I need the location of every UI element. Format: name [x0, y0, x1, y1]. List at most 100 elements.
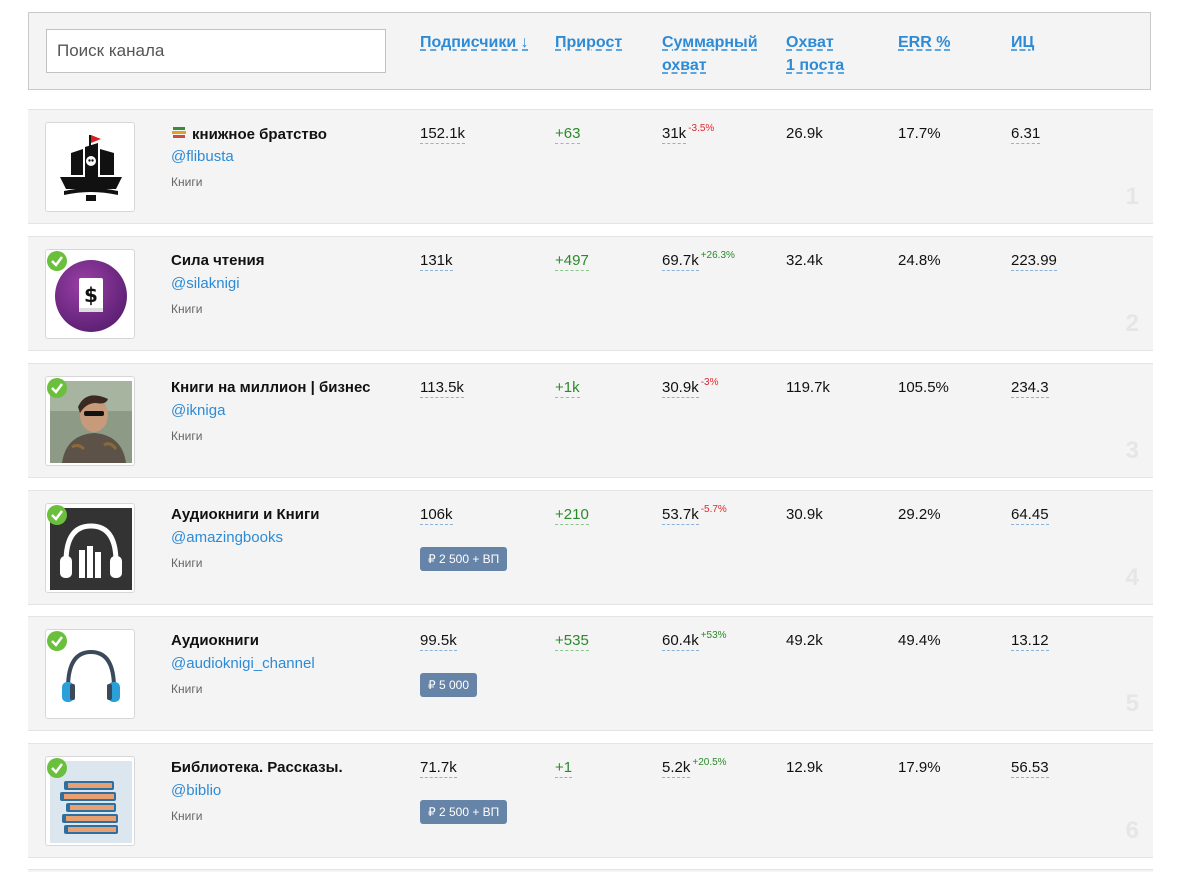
channel-title[interactable]: Аудиокниги [171, 632, 259, 649]
channel-category: Книги [171, 809, 203, 823]
search-input[interactable] [46, 29, 386, 73]
sort-ic[interactable]: ИЦ [1011, 34, 1035, 51]
growth-value[interactable]: +1 [555, 759, 573, 778]
post-reach-value: 26.9k [786, 125, 823, 142]
verified-check-icon [47, 758, 67, 778]
person-photo-icon [50, 381, 132, 463]
growth-value[interactable]: +1k [555, 379, 580, 398]
table-row[interactable]: Аудиокниги и Книги @amazingbooks Книги 1… [28, 490, 1153, 605]
channel-handle[interactable]: @flibusta [171, 148, 234, 165]
growth-value[interactable]: +210 [555, 506, 589, 525]
reach-value[interactable]: 30.9k [662, 379, 699, 398]
growth-value[interactable]: +63 [555, 125, 581, 144]
sort-subscribers[interactable]: Подписчики ↓ [420, 34, 529, 51]
reach-change: +53% [700, 630, 727, 641]
reach-value[interactable]: 60.4k [662, 632, 699, 651]
table-row[interactable]: книжное братство @flibusta Книги 152.1k … [28, 109, 1153, 224]
ic-value[interactable]: 13.12 [1011, 632, 1049, 651]
channel-handle[interactable]: @silaknigi [171, 275, 240, 292]
post-reach-value: 49.2k [786, 632, 823, 649]
reach-cell: 60.4k +53% [662, 630, 727, 651]
subscribers-value[interactable]: 71.7k [420, 759, 457, 778]
sort-total-reach[interactable]: Суммарный охват [662, 31, 758, 77]
headphones-icon [62, 649, 120, 702]
channel-title[interactable]: Библиотека. Рассказы. [171, 759, 343, 776]
subscribers-value[interactable]: 131k [420, 252, 453, 271]
channel-title-text: книжное братство [192, 126, 327, 143]
table-row[interactable]: Аудиокниги @audioknigi_channel Книги 99.… [28, 616, 1153, 731]
channel-avatar[interactable] [45, 122, 135, 212]
verified-check-icon [47, 378, 67, 398]
channel-title[interactable]: книжное братство [171, 125, 327, 143]
growth-value[interactable]: +535 [555, 632, 589, 651]
post-reach-value: 32.4k [786, 252, 823, 269]
ad-price-badge[interactable]: ₽ 2 500 + ВП [420, 547, 508, 571]
channel-category: Книги [171, 302, 203, 316]
subscribers-value[interactable]: 99.5k [420, 632, 457, 651]
channel-avatar[interactable]: $ [45, 249, 135, 339]
ad-price-badge[interactable]: ₽ 2 500 + ВП [420, 800, 508, 824]
reach-change: +26.3% [700, 250, 735, 261]
rank-number: 2 [1125, 310, 1139, 337]
ic-value[interactable]: 6.31 [1011, 125, 1041, 144]
rank-number: 3 [1125, 437, 1139, 464]
ic-value[interactable]: 56.53 [1011, 759, 1049, 778]
err-value: 105.5% [898, 379, 949, 396]
post-reach-value: 12.9k [786, 759, 823, 776]
ic-value[interactable]: 223.99 [1011, 252, 1057, 271]
growth-value[interactable]: +497 [555, 252, 589, 271]
ic-value[interactable]: 234.3 [1011, 379, 1049, 398]
sort-err[interactable]: ERR % [898, 34, 951, 51]
table-row[interactable]: Книги на миллион | бизнес @ikniga Книги … [28, 363, 1153, 478]
reach-change: -5.7% [700, 504, 727, 515]
channel-handle[interactable]: @audioknigi_channel [171, 655, 315, 672]
reach-cell: 31k -3.5% [662, 123, 715, 144]
ic-value[interactable]: 64.45 [1011, 506, 1049, 525]
reach-cell: 5.2k +20.5% [662, 757, 727, 778]
reach-value[interactable]: 69.7k [662, 252, 699, 271]
ad-price-badge[interactable]: ₽ 5 000 [420, 673, 477, 697]
channel-title[interactable]: Аудиокниги и Книги [171, 506, 320, 523]
post-reach-label-1: Охват [786, 34, 834, 51]
channel-category: Книги [171, 556, 203, 570]
rank-number: 6 [1125, 817, 1139, 844]
channel-handle[interactable]: @ikniga [171, 402, 226, 419]
channel-avatar[interactable] [45, 756, 135, 846]
svg-text:$: $ [84, 283, 98, 307]
reach-cell: 53.7k -5.7% [662, 504, 727, 525]
post-reach-label-2: 1 поста [786, 57, 845, 74]
book-stack-icon [50, 761, 132, 843]
table-row[interactable]: $ Сила чтения @silaknigi Книги 131k +497… [28, 236, 1153, 351]
channel-title[interactable]: Книги на миллион | бизнес [171, 379, 371, 396]
total-reach-label-2: охват [662, 57, 707, 74]
subscribers-value[interactable]: 152.1k [420, 125, 466, 144]
reach-change: -3.5% [688, 123, 715, 134]
channel-category: Книги [171, 682, 203, 696]
err-value: 17.9% [898, 759, 941, 776]
channel-avatar[interactable] [45, 629, 135, 719]
next-row-edge [28, 869, 1153, 872]
channel-avatar[interactable] [45, 503, 135, 593]
subscribers-value[interactable]: 113.5k [420, 379, 464, 398]
post-reach-value: 30.9k [786, 506, 823, 523]
sort-growth[interactable]: Прирост [555, 34, 623, 51]
channel-handle[interactable]: @biblio [171, 782, 222, 799]
channel-handle[interactable]: @amazingbooks [171, 529, 283, 546]
reach-value[interactable]: 5.2k [662, 759, 691, 778]
subscribers-value[interactable]: 106k [420, 506, 453, 525]
reach-value[interactable]: 31k [662, 125, 687, 144]
reach-cell: 69.7k +26.3% [662, 250, 735, 271]
table-row[interactable]: Библиотека. Рассказы. @biblio Книги 71.7… [28, 743, 1153, 858]
reach-change: +20.5% [692, 757, 727, 768]
books-emoji-icon [172, 127, 186, 138]
err-value: 49.4% [898, 632, 941, 649]
rank-number: 1 [1125, 183, 1139, 210]
sort-post-reach[interactable]: Охват 1 поста [786, 31, 844, 77]
reach-value[interactable]: 53.7k [662, 506, 699, 525]
channel-title[interactable]: Сила чтения [171, 252, 265, 269]
channel-avatar[interactable] [45, 376, 135, 466]
verified-check-icon [47, 631, 67, 651]
post-reach-value: 119.7k [786, 379, 830, 396]
verified-check-icon [47, 251, 67, 271]
pirate-ship-icon [60, 135, 122, 201]
